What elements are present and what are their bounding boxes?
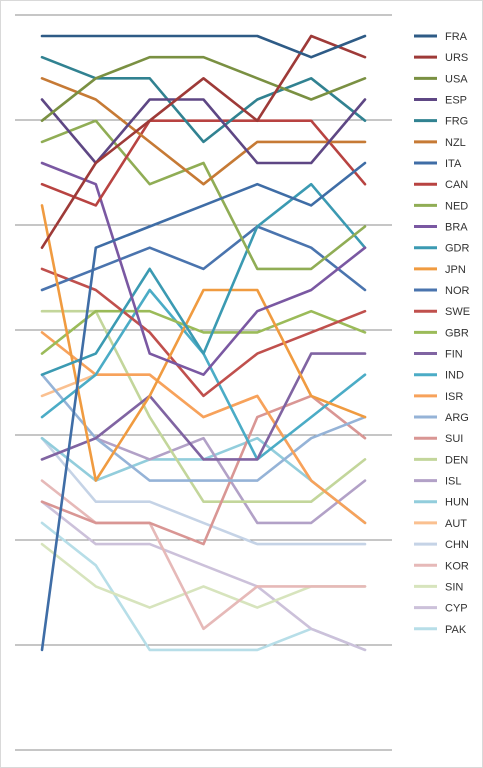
legend-label-isl: ISL [445, 476, 462, 488]
legend-label-sin: SIN [445, 581, 463, 593]
series-line-usa [40, 55, 367, 122]
series-line-sin [40, 542, 367, 609]
legend-label-gdr: GDR [445, 243, 470, 255]
series-lines [40, 34, 367, 652]
legend-label-fin: FIN [445, 349, 463, 361]
series-line-jpn [40, 204, 367, 482]
legend-label-frg: FRG [445, 116, 468, 128]
series-line-esp [40, 98, 367, 165]
series-line-can [40, 119, 367, 207]
legend-label-isr: ISR [445, 391, 463, 403]
legend-label-jpn: JPN [445, 264, 466, 276]
legend-label-swe: SWE [445, 306, 470, 318]
legend-label-can: CAN [445, 179, 468, 191]
legend-label-fra: FRA [445, 31, 468, 43]
series-line-chn [40, 436, 367, 546]
series-line-arg [40, 373, 367, 482]
legend-label-esp: ESP [445, 95, 467, 107]
legend: FRA URS USA ESP FRG NZL ITA CAN NED BRA GDR JPN NOR S… [414, 31, 470, 636]
series-line-ned [40, 119, 367, 271]
legend-label-bra: BRA [445, 222, 468, 234]
series-line-nzl [40, 77, 367, 186]
legend-label-usa: USA [445, 73, 468, 85]
legend-label-chn: CHN [445, 539, 469, 551]
series-line-gdr [40, 182, 367, 377]
legend-label-ind: IND [445, 370, 464, 382]
legend-label-ned: NED [445, 200, 468, 212]
series-line-swe [40, 267, 367, 398]
series-line-urs [40, 34, 367, 249]
legend-label-gbr: GBR [445, 327, 469, 339]
series-line-nor [40, 225, 367, 292]
legend-label-sui: SUI [445, 433, 463, 445]
legend-label-arg: ARG [445, 412, 469, 424]
legend-label-ita: ITA [445, 158, 462, 170]
series-line-fra [40, 34, 367, 59]
legend-label-kor: KOR [445, 560, 469, 572]
legend-label-aut: AUT [445, 518, 467, 530]
legend-label-cyp: CYP [445, 603, 468, 615]
series-line-fin [40, 352, 367, 461]
series-line-gbr [40, 309, 367, 355]
legend-label-pak: PAK [445, 624, 467, 636]
legend-label-urs: URS [445, 52, 468, 64]
gridlines [15, 14, 392, 751]
series-line-bra [40, 161, 367, 377]
legend-label-nzl: NZL [445, 137, 466, 149]
legend-label-nor: NOR [445, 285, 470, 297]
legend-label-hun: HUN [445, 497, 469, 509]
series-line-ita [40, 161, 367, 652]
legend-label-den: DEN [445, 454, 468, 466]
series-line-cyp [40, 500, 367, 652]
series-line-den [40, 309, 367, 504]
